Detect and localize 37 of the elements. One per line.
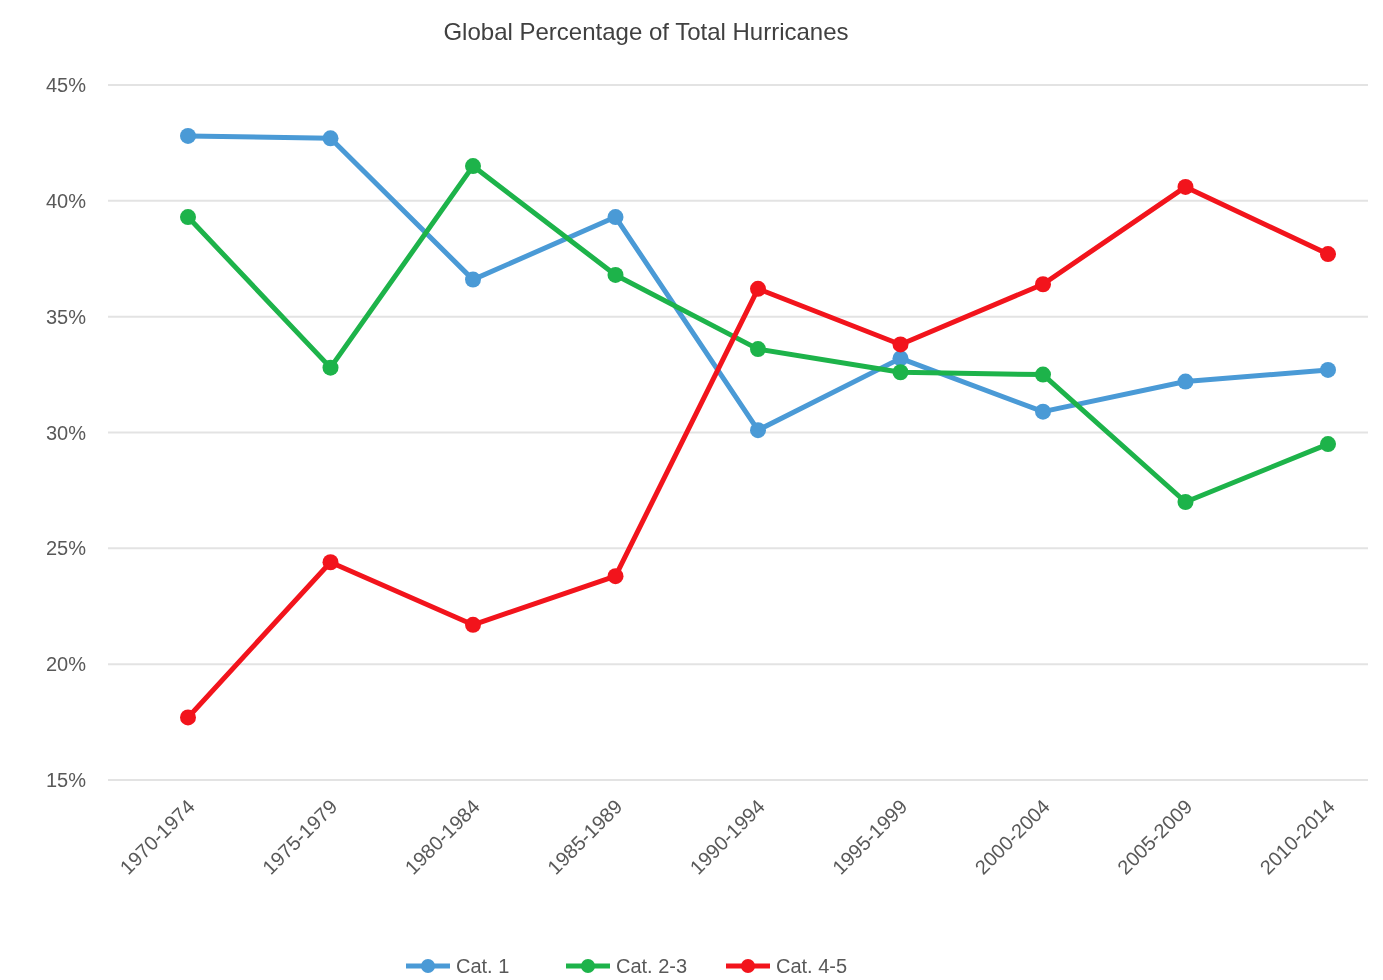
- point: [1035, 276, 1051, 293]
- point: [1035, 403, 1051, 420]
- y-tick-label: 45%: [45, 74, 87, 96]
- y-tick-label: 25%: [45, 537, 87, 560]
- legend-label: Cat. 1: [456, 955, 510, 977]
- point: [180, 127, 196, 144]
- point: [1320, 361, 1336, 378]
- point: [1320, 436, 1336, 453]
- point: [1177, 494, 1194, 510]
- y-tick-label: 35%: [45, 305, 87, 328]
- point: [180, 209, 196, 226]
- point: [1177, 178, 1194, 195]
- point: [465, 158, 481, 175]
- legend-label: Cat. 2-3: [616, 955, 688, 977]
- point: [322, 130, 339, 147]
- point: [892, 364, 909, 381]
- point: [180, 709, 196, 726]
- legend-label: Cat. 4-5: [776, 955, 848, 977]
- chart-title: Global Percentage of Total Hurricanes: [443, 18, 849, 45]
- point: [892, 336, 909, 353]
- point: [750, 422, 766, 439]
- point: [465, 271, 481, 288]
- y-tick-label: 30%: [45, 421, 87, 444]
- y-tick-label: 20%: [45, 653, 87, 676]
- y-tick-label: 40%: [45, 189, 87, 212]
- point: [750, 280, 766, 297]
- point: [465, 616, 481, 633]
- point: [1320, 246, 1336, 263]
- point: [750, 341, 766, 358]
- point: [1177, 373, 1194, 390]
- y-tick-label: 15%: [45, 769, 87, 791]
- point: [607, 209, 624, 226]
- point: [1035, 366, 1051, 383]
- point: [607, 568, 624, 585]
- point: [322, 554, 339, 571]
- point: [607, 266, 624, 283]
- point: [322, 359, 339, 376]
